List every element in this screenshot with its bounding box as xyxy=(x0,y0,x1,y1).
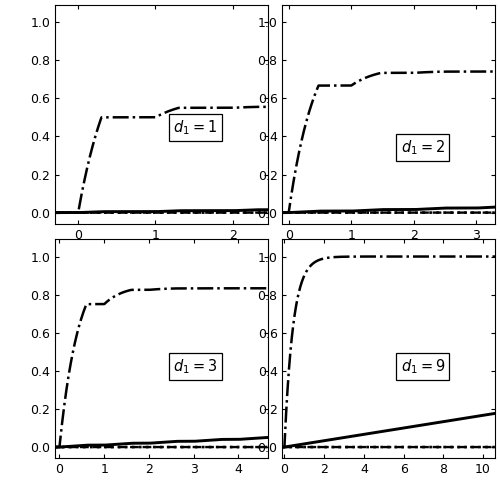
Text: $d_1=1$: $d_1=1$ xyxy=(174,118,218,137)
Text: $d_1=3$: $d_1=3$ xyxy=(173,357,218,376)
Text: $d_1=9$: $d_1=9$ xyxy=(400,357,445,376)
Text: $d_1=2$: $d_1=2$ xyxy=(400,138,445,157)
